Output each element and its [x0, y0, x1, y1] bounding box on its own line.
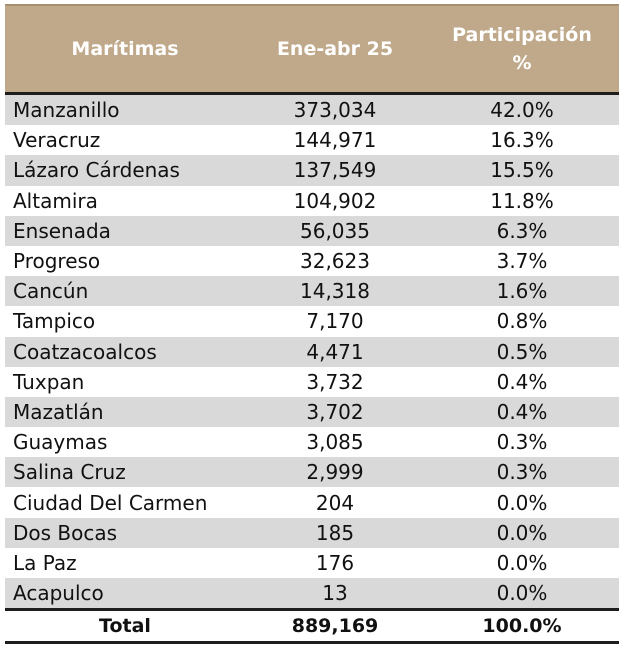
port-share: 15.5% [490, 158, 554, 183]
port-value: 32,623 [300, 249, 370, 274]
port-value: 3,702 [306, 399, 364, 424]
port-value: 176 [315, 550, 355, 575]
table-row: Veracruz 144,971 16.3% [5, 125, 619, 156]
table-row: Ensenada 56,035 6.3% [5, 215, 619, 246]
port-name: Manzanillo [13, 98, 120, 123]
header-ports: Marítimas [71, 38, 179, 60]
port-share: 0.0% [496, 490, 548, 515]
port-value: 137,549 [293, 158, 377, 183]
table-row: Lázaro Cárdenas 137,549 15.5% [5, 155, 619, 186]
total-row: Total 889,169 100.0% [5, 608, 619, 645]
table-body: Manzanillo 373,034 42.0% Veracruz 144,971 16.… [5, 95, 619, 609]
table-row: Tuxpan 3,732 0.4% [5, 366, 619, 397]
port-name: Veracruz [13, 128, 101, 153]
table-row: Coatzacoalcos 4,471 0.5% [5, 336, 619, 367]
port-value: 144,971 [293, 128, 377, 153]
port-name: Cancún [13, 279, 89, 304]
table-header: Marítimas Ene-abr 25 Participación % [5, 4, 619, 95]
port-value: 14,318 [300, 279, 370, 304]
port-name: Acapulco [13, 581, 104, 606]
table-row: Manzanillo 373,034 42.0% [5, 95, 619, 126]
header-period: Ene-abr 25 [276, 38, 394, 60]
port-share: 0.0% [496, 550, 548, 575]
table-row: Cancún 14,318 1.6% [5, 276, 619, 307]
port-share: 42.0% [490, 98, 554, 123]
port-share: 0.5% [496, 339, 548, 364]
port-value: 204 [315, 490, 355, 515]
port-value: 13 [322, 581, 348, 606]
port-share: 16.3% [490, 128, 554, 153]
port-value: 3,085 [306, 430, 364, 455]
port-name: Coatzacoalcos [13, 339, 157, 364]
table-row: Altamira 104,902 11.8% [5, 185, 619, 216]
table-row: Progreso 32,623 3.7% [5, 245, 619, 277]
total-value: 889,169 [291, 615, 379, 638]
table-row: Ciudad Del Carmen 204 0.0% [5, 487, 619, 518]
port-share: 0.3% [496, 430, 548, 455]
port-share: 0.0% [496, 581, 548, 606]
port-value: 2,999 [306, 460, 364, 485]
port-share: 0.0% [496, 520, 548, 545]
port-name: Lázaro Cárdenas [13, 158, 180, 183]
port-value: 104,902 [293, 188, 377, 213]
table-row: Acapulco 13 0.0% [5, 578, 619, 609]
header-share-unit: % [512, 52, 532, 74]
table-row: Tampico 7,170 0.8% [5, 306, 619, 337]
port-name: Altamira [13, 188, 98, 213]
port-name: Tuxpan [13, 369, 85, 394]
port-share: 0.4% [496, 369, 548, 394]
port-share: 0.3% [496, 460, 548, 485]
port-name: Ciudad Del Carmen [13, 490, 208, 515]
port-name: Tampico [13, 309, 96, 334]
table-row: La Paz 176 0.0% [5, 547, 619, 578]
port-value: 7,170 [306, 309, 364, 334]
port-name: Mazatlán [13, 399, 104, 424]
port-value: 3,732 [306, 369, 364, 394]
port-name: Guaymas [13, 430, 108, 455]
port-name: La Paz [13, 550, 77, 575]
total-label: Total [99, 615, 151, 638]
table-row: Salina Cruz 2,999 0.3% [5, 457, 619, 488]
port-value: 56,035 [300, 218, 370, 243]
port-share: 0.4% [496, 399, 548, 424]
table-row: Mazatlán 3,702 0.4% [5, 396, 619, 428]
port-value: 4,471 [306, 339, 364, 364]
port-share: 1.6% [496, 279, 548, 304]
table-row: Guaymas 3,085 0.3% [5, 427, 619, 458]
port-share: 0.8% [496, 309, 548, 334]
table-row: Dos Bocas 185 0.0% [5, 517, 619, 548]
total-share: 100.0% [482, 615, 562, 638]
header-share-label: Participación [452, 24, 592, 46]
port-share: 11.8% [490, 188, 554, 213]
port-share: 3.7% [496, 249, 548, 274]
port-value: 185 [315, 520, 355, 545]
header-share: Participación % [425, 6, 619, 92]
port-name: Salina Cruz [13, 460, 126, 485]
port-share: 6.3% [496, 218, 548, 243]
port-name: Ensenada [13, 218, 111, 243]
port-name: Progreso [13, 249, 101, 274]
port-value: 373,034 [293, 98, 377, 123]
ports-table: Marítimas Ene-abr 25 Participación % Man… [5, 4, 619, 645]
port-name: Dos Bocas [13, 520, 118, 545]
